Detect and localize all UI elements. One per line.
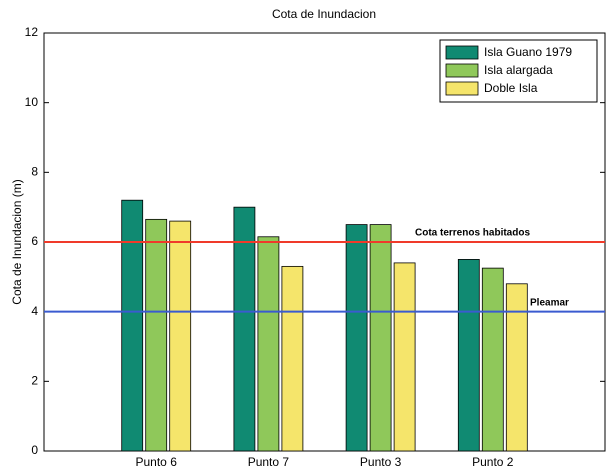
bar bbox=[369, 224, 392, 452]
bar bbox=[505, 283, 528, 452]
x-tick-label: Punto 7 bbox=[248, 455, 290, 469]
y-tick-label: 4 bbox=[31, 304, 38, 318]
bar bbox=[121, 199, 144, 452]
x-tick-label: Punto 2 bbox=[472, 455, 514, 469]
y-tick-label: 12 bbox=[25, 25, 39, 39]
y-tick-label: 8 bbox=[31, 165, 38, 179]
legend-swatch bbox=[445, 63, 479, 78]
reference-label: Pleamar bbox=[530, 297, 569, 308]
bar bbox=[345, 224, 368, 452]
y-tick-label: 10 bbox=[25, 95, 39, 109]
bar bbox=[393, 262, 416, 452]
y-tick-label: 0 bbox=[31, 443, 38, 457]
legend-swatch bbox=[445, 45, 479, 60]
reference-label: Cota terrenos habitados bbox=[415, 228, 530, 239]
x-tick-label: Punto 3 bbox=[360, 455, 402, 469]
y-axis-label: Cota de Inundacion (m) bbox=[10, 179, 24, 304]
x-tick-label: Punto 6 bbox=[136, 455, 178, 469]
bar bbox=[457, 259, 480, 452]
chart-title: Cota de Inundacion bbox=[272, 7, 376, 21]
y-tick-label: 2 bbox=[31, 374, 38, 388]
bar bbox=[481, 267, 504, 452]
bar bbox=[281, 265, 304, 452]
legend-label: Doble Isla bbox=[484, 81, 538, 95]
y-tick-label: 6 bbox=[31, 234, 38, 248]
bar bbox=[169, 220, 192, 452]
bar bbox=[145, 218, 168, 452]
bar bbox=[233, 206, 256, 452]
bar bbox=[257, 236, 280, 452]
legend-swatch bbox=[445, 81, 479, 96]
legend-label: Isla alargada bbox=[484, 63, 553, 77]
legend-label: Isla Guano 1979 bbox=[484, 45, 572, 59]
